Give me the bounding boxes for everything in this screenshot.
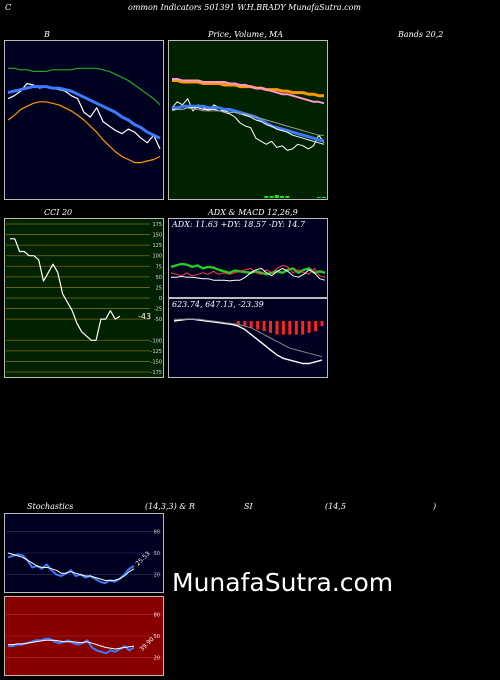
volume-bar	[269, 196, 274, 198]
rsi-tick-label: 80	[154, 612, 160, 618]
macd-histogram-bar	[294, 321, 298, 335]
stoch-tick-label: 80	[154, 529, 160, 535]
cci-tick-label: 125	[152, 243, 162, 249]
bollinger-upper-line	[8, 67, 161, 106]
rsi-tick-label: 20	[154, 656, 160, 662]
macd-histogram-bar	[236, 321, 240, 325]
stoch-tick-label: 20	[154, 573, 160, 579]
volume-bar	[280, 196, 285, 198]
cci-tick-label: 0	[159, 296, 162, 302]
macd-panel	[168, 298, 328, 378]
cci-tick-label: 150	[152, 233, 162, 239]
chart-header-title: ommon Indicators 501391 W.H.BRADY Munafa…	[128, 3, 361, 12]
bollinger-lower-line	[7, 101, 161, 164]
cci-tick-label: 175	[152, 222, 162, 228]
volume-bar	[264, 196, 269, 198]
macd-histogram-bar	[307, 321, 311, 333]
cci-tick-label: -100	[151, 338, 162, 344]
stoch-title-c: SI	[244, 502, 253, 511]
bollinger-panel	[4, 40, 164, 200]
price-ma-title: Price, Volume, MA	[208, 30, 284, 39]
cci-tick-label: -50	[154, 317, 162, 323]
macd-line	[173, 318, 323, 365]
header-letter: C	[5, 3, 12, 12]
price-ma_grey-line	[171, 107, 324, 136]
macd-histogram-bar	[288, 321, 292, 335]
stoch-title-d: (14,5	[325, 502, 346, 511]
volume-bar	[316, 197, 321, 198]
cci-tick-label: -150	[151, 359, 162, 365]
price-ma_white-line	[172, 107, 325, 145]
panel-frame	[168, 40, 328, 200]
cci-tick-label: 100	[152, 254, 162, 260]
rsi-panel: 80 50 20 39.90	[4, 596, 164, 676]
volume-bar	[322, 197, 326, 198]
macd-histogram-bar	[249, 321, 253, 328]
adx-info: ADX: 11.63 +DY: 18.57 -DY: 14.7	[172, 220, 306, 229]
panel-frame	[168, 298, 328, 378]
cci-tick-label: 50	[156, 275, 162, 281]
macd-histogram-bar	[281, 321, 285, 335]
volume-bar	[274, 195, 279, 198]
cci-tick-label: 75	[156, 264, 162, 270]
stoch-title-e: )	[433, 502, 437, 511]
rsi-tick-label: 50	[154, 634, 160, 640]
bollinger-mid-line	[7, 85, 161, 140]
price-ma-chart	[168, 40, 328, 200]
adx-adx-line	[171, 267, 326, 282]
stoch-d-line	[7, 552, 135, 581]
macd-signal-line	[174, 318, 323, 358]
macd-histogram-bar	[256, 321, 260, 330]
watermark: MunafaSutra.com	[172, 568, 394, 597]
macd-histogram-bar	[243, 321, 247, 327]
cci-title: CCI 20	[44, 208, 73, 217]
adx-minus_di-line	[170, 264, 326, 278]
macd-histogram-bar	[314, 321, 318, 332]
price-ma_pink-line	[172, 78, 325, 105]
stoch-tick-label: 50	[154, 551, 160, 557]
macd-histogram-bar	[262, 321, 266, 332]
bollinger-price-line	[7, 82, 161, 150]
cci-tick-label: -25	[154, 307, 162, 313]
cci-panel: 175 150 125 100 75 50 25 0 -25 -50 -100 -125 -150 -17…	[4, 218, 164, 378]
macd-histogram-bar	[275, 321, 279, 335]
macd-info: 623.74, 647.13, -23.39	[172, 300, 264, 309]
price-ma-panel	[168, 40, 328, 200]
adx-macd-title: ADX & MACD 12,26,9	[208, 208, 298, 217]
stochastics-panel: 80 50 20 25.53	[4, 513, 164, 593]
macd-chart	[168, 298, 328, 378]
macd-histogram-bar	[301, 321, 305, 335]
macd-histogram-bar	[269, 321, 272, 333]
bollinger-title: B	[44, 30, 50, 39]
cci-tick-label: 25	[156, 285, 162, 291]
cci-chart: 175 150 125 100 75 50 25 0 -25 -50 -100 -125 -150 -17…	[4, 218, 164, 378]
panel-frame	[168, 218, 328, 298]
stoch-title-b: (14,3,3) & R	[145, 502, 195, 511]
stoch-title-a: Stochastics	[27, 502, 74, 511]
cci-line	[10, 238, 121, 341]
cci-tick-label: -175	[151, 370, 162, 376]
adx-chart	[168, 218, 328, 298]
cci-tick-label: -125	[151, 349, 162, 355]
rsi-smooth-line	[8, 639, 135, 650]
adx-plus_di-line	[170, 262, 326, 276]
bands-title: Bands 20,2	[398, 30, 444, 39]
bollinger-chart	[4, 40, 164, 200]
volume-bar	[285, 196, 290, 198]
macd-histogram-bar	[320, 321, 324, 327]
cci-last-label: -43	[138, 312, 151, 321]
adx-panel	[168, 218, 328, 298]
stoch-k-line	[7, 553, 135, 585]
